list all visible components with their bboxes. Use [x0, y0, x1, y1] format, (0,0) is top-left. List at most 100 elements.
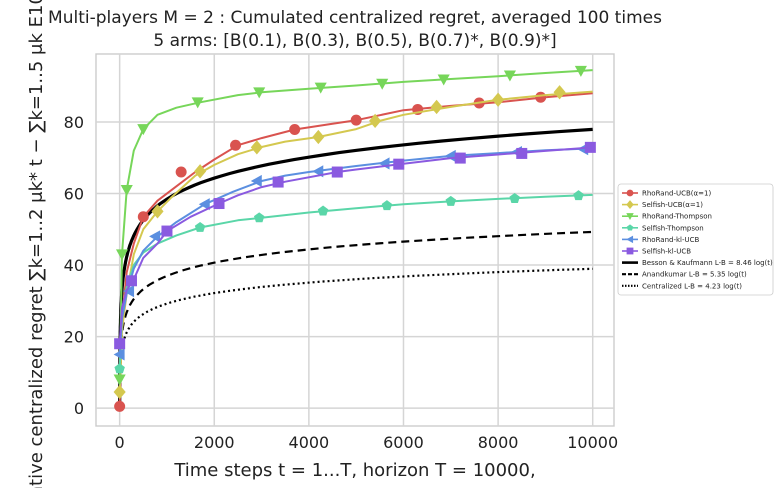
marker-pentagon [445, 195, 457, 206]
legend-label: Centralized L-B = 4.23 log(t) [642, 282, 742, 290]
marker-diamond [553, 85, 566, 100]
y-tick-label: 40 [64, 256, 84, 275]
series-line [118, 90, 593, 393]
marker-triangle-down [376, 78, 389, 90]
marker-pentagon [317, 205, 329, 216]
series-2 [113, 65, 593, 386]
x-tick-label: 4000 [289, 433, 330, 452]
legend-entry: RhoRand-kl-UCB [622, 235, 700, 244]
marker-pentagon [626, 224, 634, 231]
marker-pentagon [194, 221, 206, 232]
legend-entry: RhoRand-Thompson [622, 213, 712, 221]
legend-label: Selfish-UCB(α=1) [642, 201, 703, 209]
marker-triangle-down [115, 249, 129, 261]
series-3 [114, 190, 593, 374]
marker-triangle-left [198, 198, 210, 211]
chart-title-line2: 5 arms: [B(0.1), B(0.3), B(0.5), B(0.7)*… [153, 31, 556, 51]
series-line [118, 193, 593, 369]
marker-triangle-down [253, 87, 266, 99]
marker-triangle-down [137, 124, 150, 136]
marker-triangle-down [437, 74, 450, 86]
tick-labels: 0 2000 4000 6000 8000 10000 0 20 40 60 80 [64, 113, 619, 452]
legend-entry: Anandkumar L-B = 5.35 log(t) [622, 271, 747, 279]
marker-circle [350, 114, 362, 126]
marker-square [331, 166, 343, 178]
series-5 [114, 141, 596, 350]
legend-label: RhoRand-kl-UCB [642, 236, 700, 244]
marker-circle [137, 211, 149, 223]
legend-entry: Selfish-Thompson [622, 224, 704, 232]
legend-label: RhoRand-Thompson [642, 213, 712, 221]
x-tick-label: 0 [115, 433, 125, 452]
series-layer [113, 65, 596, 412]
legend-entry: RhoRand-UCB(α=1) [622, 190, 711, 198]
marker-pentagon [114, 363, 125, 374]
marker-diamond [430, 99, 443, 115]
marker-square [454, 152, 466, 164]
marker-diamond [626, 200, 634, 210]
series-line [118, 69, 593, 380]
x-axis-label: Time steps t = 1...T, horizon T = 10000, [173, 460, 535, 481]
x-tick-label: 2000 [194, 433, 235, 452]
x-tick-label: 8000 [478, 433, 519, 452]
marker-square [584, 141, 596, 153]
marker-square [213, 198, 225, 210]
x-tick-label: 10000 [567, 433, 618, 452]
legend-entry: Besson & Kaufmann L-B = 8.46 log(t) [622, 259, 773, 267]
marker-pentagon [381, 200, 393, 211]
marker-square [516, 147, 528, 159]
marker-circle [114, 400, 126, 412]
marker-diamond [492, 92, 505, 107]
legend-label: Anandkumar L-B = 5.35 log(t) [642, 271, 747, 279]
y-tick-label: 20 [64, 328, 84, 347]
marker-triangle-left [113, 348, 125, 361]
legend-entry: Selfish-UCB(α=1) [622, 200, 703, 209]
marker-triangle-down [113, 374, 126, 386]
legend-entry: Selfish-kl-UCB [622, 248, 691, 256]
marker-triangle-down [626, 213, 634, 220]
y-tick-label: 60 [64, 185, 84, 204]
legend-entry: Centralized L-B = 4.23 log(t) [622, 282, 742, 290]
marker-triangle-down [120, 184, 133, 196]
legend-label: Selfish-Thompson [642, 224, 704, 232]
marker-triangle-left [444, 149, 456, 162]
marker-circle [626, 189, 634, 197]
y-tick-label: 80 [64, 113, 84, 132]
legend-label: Besson & Kaufmann L-B = 8.46 log(t) [642, 259, 773, 267]
legend-label: RhoRand-UCB(α=1) [642, 190, 711, 198]
series-1 [113, 85, 593, 400]
marker-diamond [369, 113, 382, 129]
marker-triangle-left [149, 230, 161, 243]
marker-circle [289, 123, 301, 135]
marker-triangle-down [574, 65, 587, 77]
marker-triangle-left [123, 285, 135, 298]
marker-triangle-down [191, 97, 204, 109]
marker-triangle-down [314, 82, 327, 94]
marker-diamond [151, 204, 164, 219]
legend: RhoRand-UCB(α=1) Selfish-UCB(α=1) RhoRand-… [617, 183, 774, 296]
legend-box [617, 183, 774, 296]
marker-square [114, 338, 126, 350]
marker-triangle-down [503, 70, 516, 82]
x-tick-label: 6000 [383, 433, 424, 452]
marker-square [272, 176, 284, 188]
chart-title-line1: Multi-players M = 2 : Cumulated centrali… [48, 8, 662, 28]
marker-pentagon [253, 212, 265, 223]
marker-square [161, 225, 173, 237]
marker-diamond [194, 164, 207, 179]
marker-circle [535, 91, 547, 103]
marker-square [393, 158, 405, 170]
marker-square [125, 275, 137, 287]
marker-pentagon [509, 193, 520, 203]
marker-square [626, 247, 634, 255]
marker-diamond [312, 129, 325, 145]
marker-diamond [250, 140, 263, 155]
marker-circle [230, 139, 242, 151]
marker-diamond [113, 384, 126, 400]
marker-circle [175, 166, 187, 178]
y-tick-label: 0 [74, 399, 84, 418]
marker-pentagon [573, 190, 584, 201]
marker-triangle-left [626, 235, 634, 244]
y-axis-label: Cumulative centralized regret ∑k=1..2 μk… [26, 0, 47, 488]
